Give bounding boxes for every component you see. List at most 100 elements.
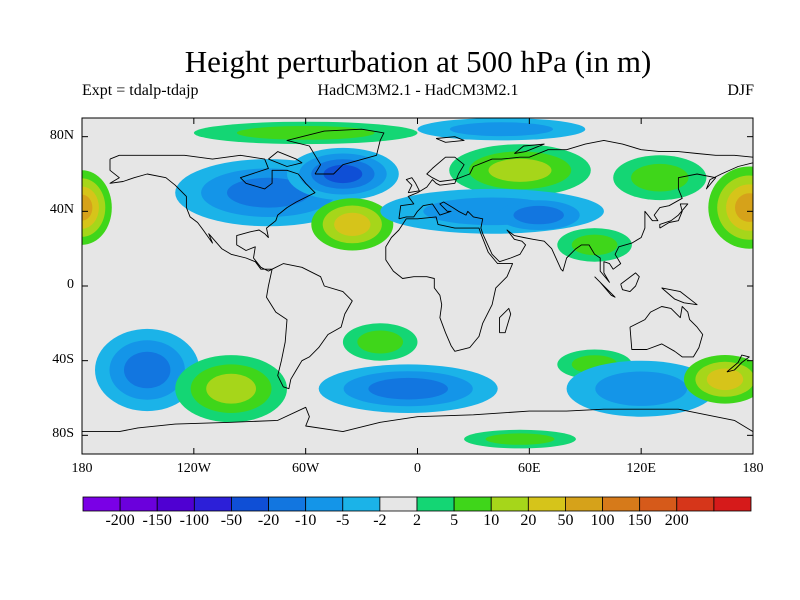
anomaly-south-atlantic-high	[342, 323, 418, 361]
colorbar-swatch	[713, 496, 752, 512]
anomaly-central-asia-low	[497, 200, 580, 231]
coastline-japan	[659, 203, 689, 229]
colorbar-tick-label: -10	[294, 512, 317, 529]
anomaly-arctic-high	[193, 121, 418, 145]
colorbar-tick-label: 20	[520, 512, 537, 529]
coastlines	[82, 128, 753, 433]
anomaly-north-pacific-high	[82, 170, 112, 245]
contour-level-neg20	[323, 164, 363, 184]
contour-level-5	[485, 433, 555, 445]
axis-tick-marks	[81, 118, 754, 454]
model-label: HadCM3M2.1 - HadCM3M2.1	[317, 82, 519, 99]
x-tick-label: 180	[71, 461, 93, 476]
coastline-madagascar	[499, 307, 512, 334]
contour-level-neg10	[227, 177, 310, 208]
colorbar-swatch	[639, 496, 678, 512]
colorbar-tick-label: 2	[413, 512, 421, 529]
x-tick-label: 180	[742, 461, 764, 476]
contour-level-neg10	[513, 205, 564, 225]
contour-level-5	[631, 163, 689, 192]
colorbar-swatch	[268, 496, 307, 512]
coastline-baffin	[268, 151, 303, 167]
x-tick-label: 120E	[626, 461, 656, 476]
contour-level-20	[334, 212, 371, 236]
contour-level-10	[206, 373, 256, 404]
colorbar-tick-label: 200	[664, 512, 689, 529]
y-tick-label: 80S	[52, 426, 74, 442]
contour-level-20	[706, 368, 744, 391]
experiment-label: Expt = tdalp-tdajp	[82, 82, 199, 99]
contour-level-5	[357, 330, 404, 354]
anomaly-arctic-low	[417, 118, 586, 141]
colorbar-tick-label: 150	[627, 512, 652, 529]
anomaly-antarctic-high	[464, 429, 576, 449]
anomaly-india-high	[557, 228, 632, 262]
contour-level-10	[488, 158, 552, 182]
colorbar-tick-label: 100	[590, 512, 615, 529]
coastline-greenland	[286, 128, 385, 175]
map-plot-area	[81, 117, 754, 455]
anomaly-new-zealand-high	[684, 355, 753, 404]
anomaly-greenland-low	[287, 147, 399, 201]
colorbar-swatch	[231, 496, 269, 512]
colorbar-swatch	[305, 496, 344, 512]
contour-level-neg10	[368, 377, 449, 400]
colorbar-tick-label: 50	[557, 512, 574, 529]
contour-level-50	[82, 194, 93, 221]
colorbar-swatch	[453, 496, 492, 512]
x-tick-label: 120W	[176, 461, 211, 476]
colorbar-tick-label: -5	[336, 512, 350, 529]
contour-level-5	[236, 125, 375, 140]
coastline-new-guinea	[661, 287, 698, 306]
coastline-novaya-zemlya	[514, 143, 545, 154]
colorbar-swatch	[676, 496, 715, 512]
anomaly-siberia-high	[449, 144, 591, 197]
colorbar	[82, 496, 752, 512]
contour-level-neg5	[449, 122, 553, 137]
coastline-australia	[629, 306, 704, 358]
y-tick-label: 40N	[49, 202, 74, 218]
colorbar-swatch	[82, 496, 121, 512]
colorbar-swatch	[193, 496, 232, 512]
colorbar-tick-label: -100	[179, 512, 209, 529]
colorbar-swatch	[379, 496, 418, 512]
contour-level-5	[571, 234, 618, 256]
colorbar-swatch	[119, 496, 158, 512]
colorbar-swatch	[416, 496, 455, 512]
anomaly-south-pacific-low	[95, 328, 200, 412]
coastline-antarctica	[82, 406, 753, 433]
anomaly-south-america-high	[175, 355, 287, 423]
coastline-uk	[405, 177, 420, 194]
colorbar-tick-label: -50	[220, 512, 243, 529]
y-tick-label: 80N	[49, 127, 74, 143]
y-tick-label: 0	[67, 277, 74, 292]
x-tick-label: 60W	[292, 461, 320, 476]
coastline-africa	[385, 216, 514, 352]
anomaly-north-pacific-high-east	[708, 166, 753, 249]
coastline-sumatra	[594, 276, 616, 298]
coastline-new-zealand	[726, 354, 750, 373]
coastline-eurasia	[398, 139, 753, 283]
colorbar-tick-label: 5	[450, 512, 459, 529]
colorbar-tick-label: 10	[483, 512, 500, 529]
contour-level-neg10	[124, 351, 171, 389]
colorbar-tick-label: -2	[373, 512, 387, 529]
colorbar-swatch	[156, 496, 195, 512]
colorbar-tick-label: -150	[142, 512, 172, 529]
coastline-borneo	[620, 272, 640, 293]
colorbar-swatch	[342, 496, 381, 512]
x-tick-label: 0	[414, 461, 421, 476]
anomaly-contours	[82, 118, 753, 449]
anomaly-australia-low	[566, 360, 716, 417]
anomaly-east-asia-high	[613, 155, 707, 201]
y-tick-label: 40S	[52, 351, 74, 367]
colorbar-swatch	[602, 496, 641, 512]
colorbar-swatch	[565, 496, 603, 512]
colorbar-swatch	[527, 496, 566, 512]
coastline-north-america	[109, 154, 316, 272]
anomaly-north-atlantic-high	[311, 198, 394, 251]
colorbar-tick-label: -20	[257, 512, 280, 529]
anomaly-south-atlantic-low	[318, 364, 498, 414]
colorbar-tick-label: -200	[105, 512, 135, 529]
